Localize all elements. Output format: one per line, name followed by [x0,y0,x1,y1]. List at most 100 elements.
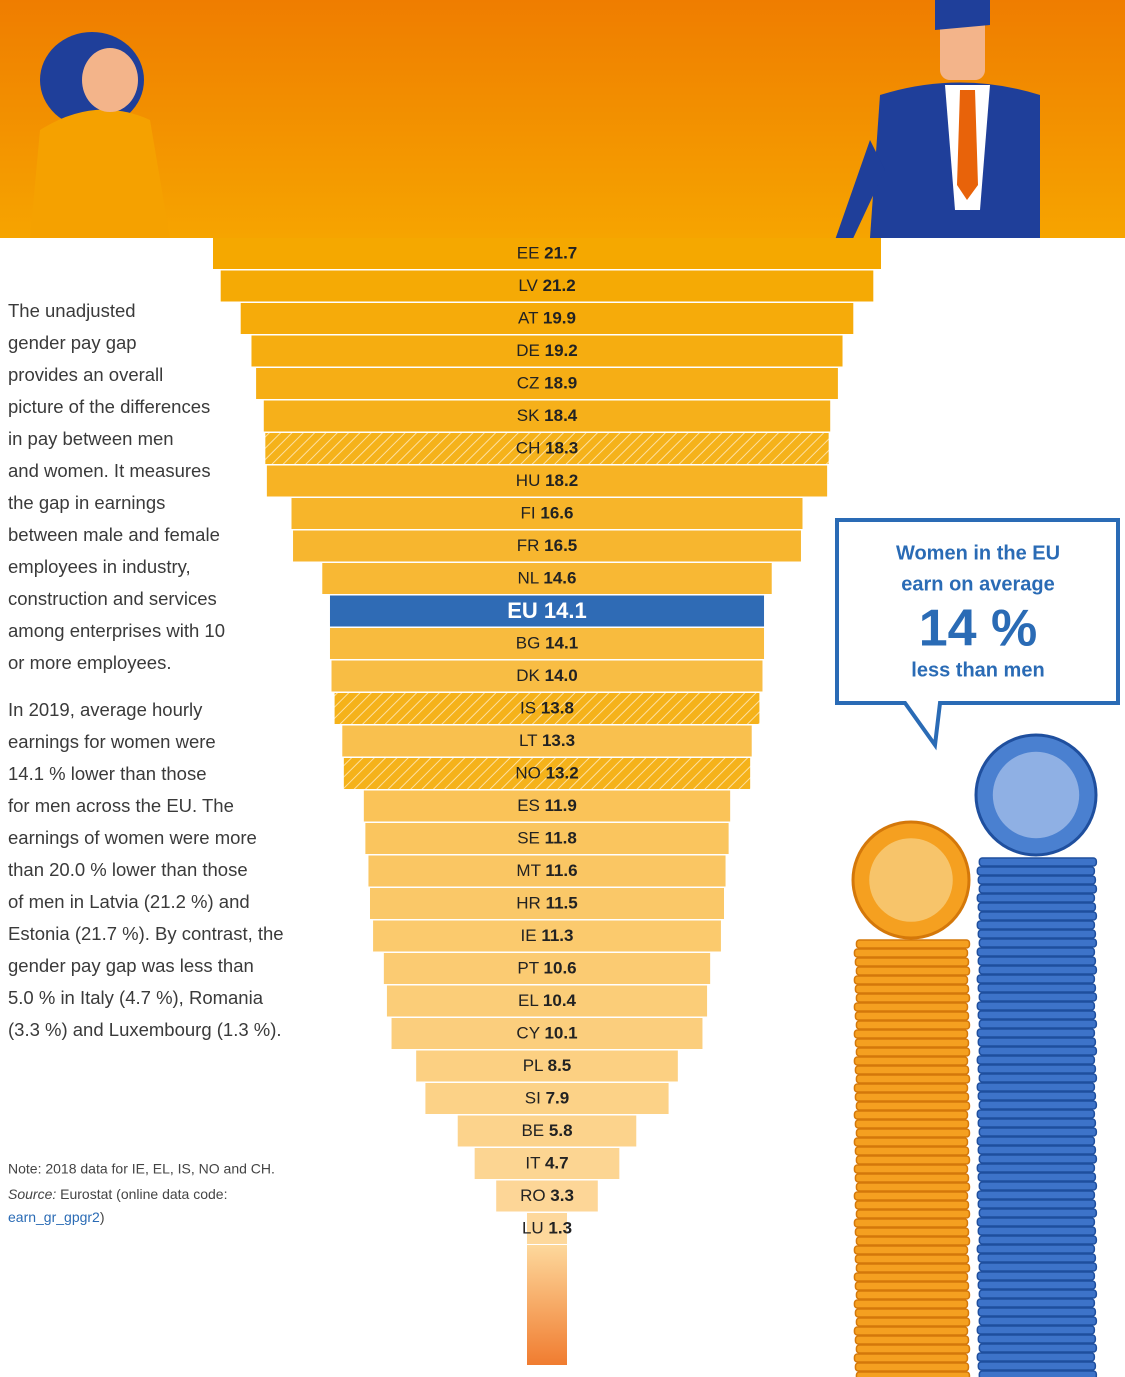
coin [978,1127,1098,1137]
bar-label: EE 21.7 [517,244,578,263]
paragraph-line: in pay between men [8,428,174,449]
paragraph-line: employees in industry, [8,556,191,577]
value-label: 1.3 [548,1219,572,1238]
note: Note: 2018 data for IE, EL, IS, NO and C… [8,1161,275,1177]
category-label: AT [518,309,538,328]
coin [976,1271,1096,1281]
coin [976,893,1096,903]
bar [391,1018,703,1049]
bar [291,498,803,529]
bar [365,823,729,854]
coin [855,1290,971,1300]
coin [976,1298,1096,1308]
paragraph-line: earnings of women were more [8,827,257,848]
value-label: 18.3 [545,439,578,458]
coin [855,993,971,1003]
paragraph-line: earnings for women were [8,731,216,752]
category-label: SK [517,406,540,425]
coin [855,1020,971,1030]
value-label: 10.6 [544,959,577,978]
coin [853,1353,969,1363]
bar-label: ES 11.9 [517,796,577,815]
coin [977,1253,1097,1263]
category-label: SE [517,829,540,848]
coin [855,1209,971,1219]
value-label: 4.7 [545,1154,569,1173]
coin [854,1227,970,1237]
coin [976,1028,1096,1038]
bar-label: BE 5.8 [521,1121,572,1140]
man [835,0,1040,245]
category-label: IT [525,1154,540,1173]
coin [976,1001,1096,1011]
bar [383,953,711,984]
value-label: 10.1 [544,1024,577,1043]
paragraph-line: 5.0 % in Italy (4.7 %), Romania [8,987,264,1008]
coin [976,1136,1096,1146]
category-label: BE [521,1121,544,1140]
coin [853,1326,969,1336]
coin [977,956,1097,966]
source-code[interactable]: earn_gr_gpgr2 [8,1209,100,1225]
coin [977,1334,1097,1344]
bar-label: NO 13.2 [515,764,578,783]
bar [331,660,763,692]
bar-label: HR 11.5 [516,894,577,913]
coin [853,1218,969,1228]
coin [855,1047,971,1057]
category-label: SI [525,1089,541,1108]
paragraph-line: among enterprises with 10 [8,620,225,641]
value-label: 21.7 [544,244,577,263]
bar-label: IE 11.3 [521,926,574,945]
source-label: Source: [8,1186,56,1202]
coin [854,1092,970,1102]
bar-label: CY 10.1 [516,1024,577,1043]
coin [978,1208,1098,1218]
category-label: NO [515,764,541,783]
coin [978,1343,1098,1353]
bar-label: NL 14.6 [518,569,577,588]
category-label: BG [516,634,541,653]
bar [220,270,874,302]
coin [853,1245,969,1255]
paragraph-line: gender pay gap was less than [8,955,254,976]
value-label: 18.9 [544,374,577,393]
coin [977,875,1097,885]
coin [853,1002,969,1012]
woman [30,32,170,238]
coin [976,1352,1096,1362]
bar-label: HU 18.2 [516,471,578,490]
coin [855,1317,971,1327]
value-label: 11.6 [545,861,577,880]
category-label: HU [516,471,541,490]
coin [976,1082,1096,1092]
category-label: EU [507,598,538,623]
coin [853,1137,969,1147]
paragraph-line: between male and female [8,524,220,545]
coin [976,1190,1096,1200]
coin [853,1191,969,1201]
bar [293,530,801,562]
bar-label: FR 16.5 [517,536,578,555]
coin [854,984,970,994]
source: Source: Eurostat (online data code: [8,1186,227,1202]
value-label: 14.1 [544,598,587,623]
bar-label: SK 18.4 [517,406,578,425]
bar [322,563,772,594]
coin [978,1262,1098,1272]
paragraph-line: the gap in earnings [8,492,165,513]
bar-label: BG 14.1 [516,634,578,653]
coin [978,1100,1098,1110]
coin-face [869,838,953,922]
bar [266,465,828,497]
coin [976,1244,1096,1254]
coin [978,1181,1098,1191]
bar [386,985,708,1017]
bar [263,400,831,432]
coin [854,1335,970,1345]
bar [496,1180,598,1212]
coin [855,1155,971,1165]
bar-label: LU 1.3 [522,1219,572,1238]
paragraph-line: gender pay gap [8,332,137,353]
value-label: 16.5 [544,536,577,555]
